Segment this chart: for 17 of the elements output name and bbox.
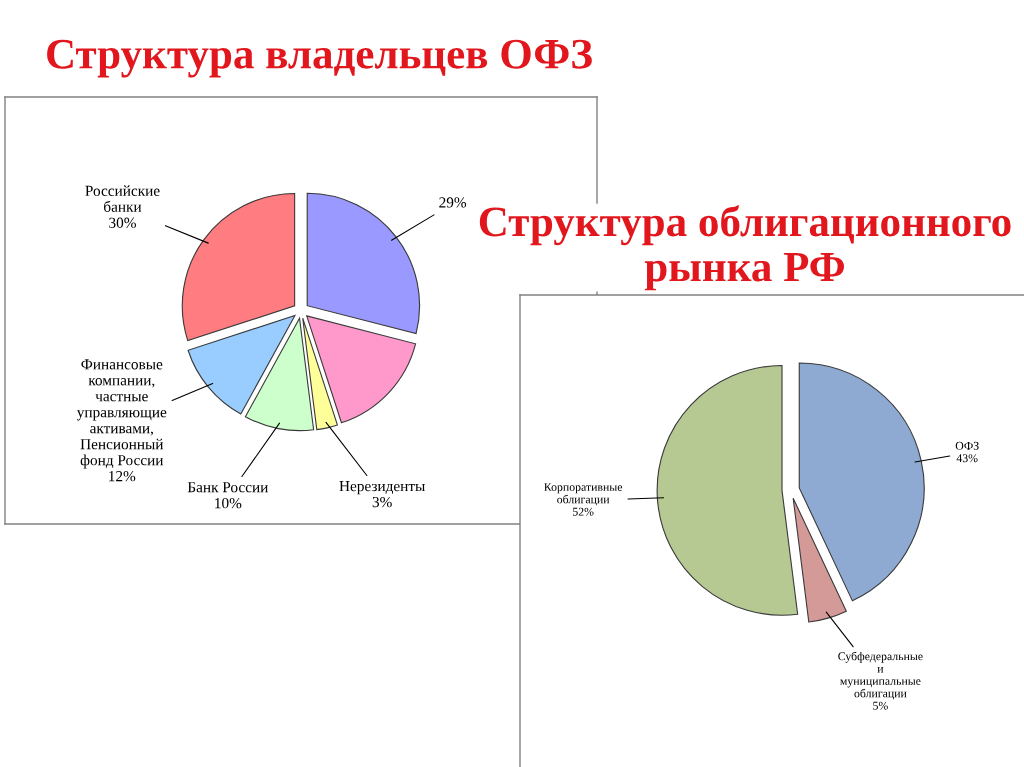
data-label: 5% [873,701,888,710]
data-label: 43% [956,454,978,463]
data-label: 12% [109,470,136,482]
chart-title: Структура облигационного рынка РФ [479,205,1011,291]
slice-label: Нерезиденты [339,481,425,495]
chart-title: Структура владельцев ОФЗ [47,39,592,78]
slice-label: Банк России [187,482,268,493]
slice-label: Субфедеральные и муниципальные облигации [838,651,923,700]
data-label: 29% [439,197,467,208]
slice-label: ОФЗ [955,441,979,450]
slice-label: Российские банки [85,185,160,212]
data-label: 30% [109,217,136,228]
slice-label: Корпоративные облигации [544,483,623,506]
data-label: 3% [372,496,392,508]
data-label: 52% [573,507,594,516]
slice-label: Финансовые компании, частные управляющие активами, Пенсионный фонд России [76,359,167,469]
data-label: 10% [215,498,242,509]
